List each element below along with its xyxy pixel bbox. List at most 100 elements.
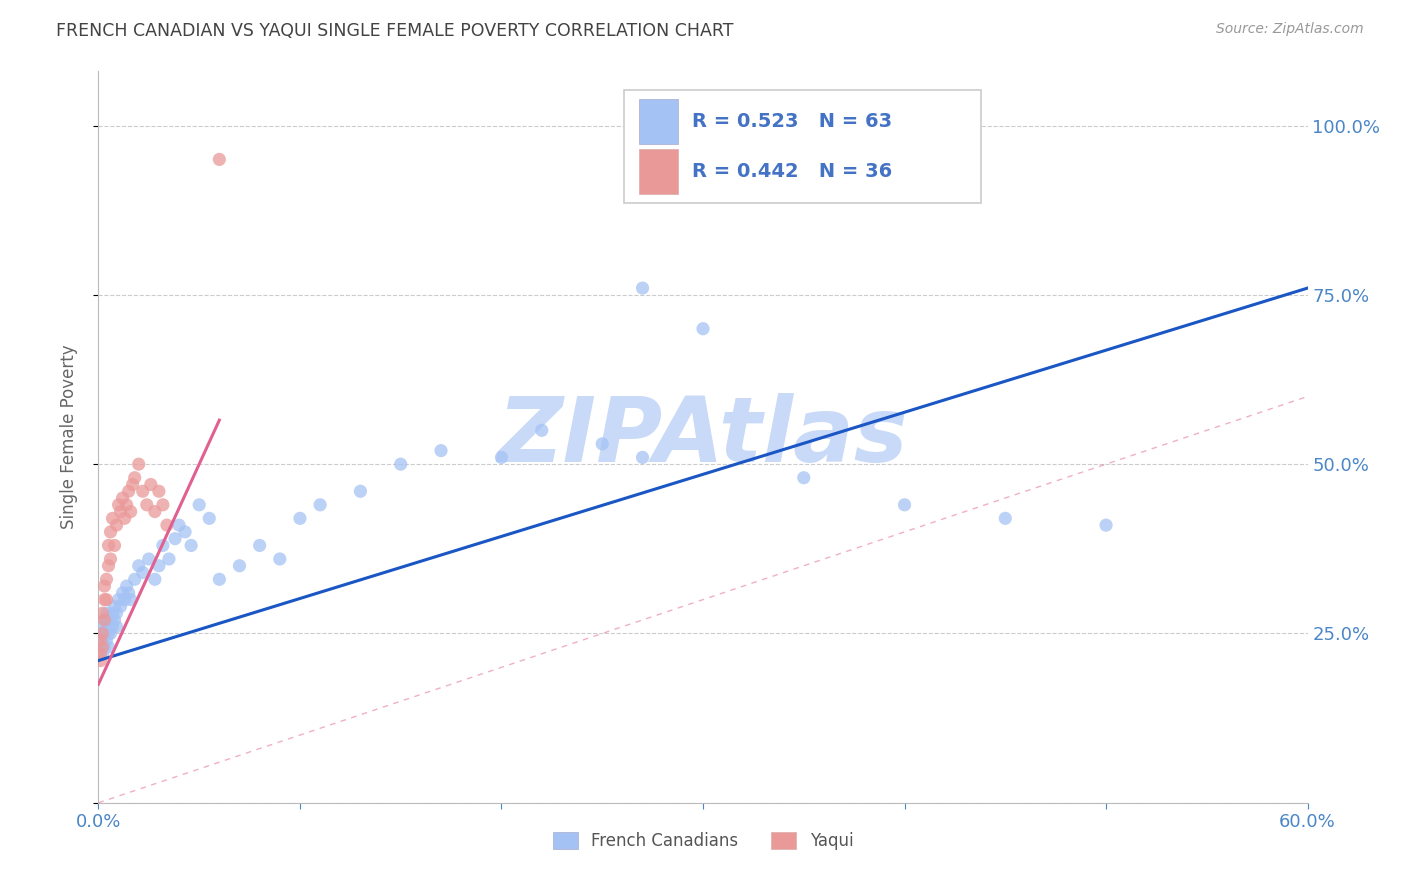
Point: [188, 498, 211, 512]
Point: [115, 579, 138, 593]
Text: Source: ZipAtlas.com: Source: ZipAtlas.com: [1216, 22, 1364, 37]
Point: [89, 640, 111, 654]
Point: [93, 613, 115, 627]
Point: [107, 498, 129, 512]
Point: [309, 498, 332, 512]
Point: [105, 620, 128, 634]
Point: [124, 572, 146, 586]
Point: [143, 572, 166, 586]
Point: [793, 471, 815, 485]
Point: [91, 647, 114, 661]
Point: [135, 498, 157, 512]
Point: [124, 471, 146, 485]
Point: [103, 538, 125, 552]
Point: [100, 524, 122, 539]
Point: [114, 592, 136, 607]
Point: [152, 498, 174, 512]
Point: [97, 626, 120, 640]
Point: [91, 620, 114, 634]
Point: [111, 586, 134, 600]
Text: ZIPAtlas: ZIPAtlas: [498, 393, 908, 481]
Point: [530, 423, 553, 437]
Point: [631, 450, 654, 465]
Point: [148, 558, 170, 573]
Point: [120, 592, 142, 607]
Point: [269, 552, 291, 566]
Point: [97, 558, 120, 573]
Point: [208, 153, 231, 167]
Point: [93, 640, 115, 654]
Point: [89, 633, 111, 648]
Point: [115, 498, 138, 512]
Point: [174, 524, 197, 539]
Point: [167, 518, 190, 533]
Point: [89, 647, 111, 661]
Point: [101, 606, 124, 620]
Point: [128, 457, 150, 471]
Point: [591, 437, 613, 451]
Point: [208, 572, 231, 586]
Point: [288, 511, 311, 525]
Point: [96, 606, 118, 620]
Point: [100, 626, 122, 640]
FancyBboxPatch shape: [638, 99, 678, 145]
Point: [349, 484, 371, 499]
Point: [103, 599, 125, 614]
Point: [96, 620, 118, 634]
Point: [138, 552, 160, 566]
Point: [692, 322, 714, 336]
Point: [1095, 518, 1118, 533]
Point: [105, 606, 128, 620]
Point: [111, 491, 134, 505]
Point: [430, 443, 453, 458]
Point: [97, 640, 120, 654]
Point: [110, 599, 132, 614]
Point: [148, 484, 170, 499]
Point: [107, 592, 129, 607]
Point: [101, 620, 124, 634]
Point: [100, 552, 122, 566]
FancyBboxPatch shape: [638, 149, 678, 194]
Point: [228, 558, 250, 573]
Point: [180, 538, 202, 552]
Point: [89, 626, 111, 640]
Y-axis label: Single Female Poverty: Single Female Poverty: [59, 345, 77, 529]
Point: [91, 633, 114, 648]
Point: [128, 558, 150, 573]
Point: [101, 511, 124, 525]
Point: [389, 457, 412, 471]
Point: [121, 477, 143, 491]
Point: [110, 505, 132, 519]
Point: [631, 281, 654, 295]
Point: [91, 640, 114, 654]
Point: [152, 538, 174, 552]
Point: [96, 572, 118, 586]
Point: [89, 647, 111, 661]
Point: [249, 538, 271, 552]
Point: [994, 511, 1017, 525]
Point: [93, 592, 115, 607]
Point: [132, 484, 155, 499]
Point: [100, 613, 122, 627]
Point: [96, 592, 118, 607]
Point: [97, 538, 120, 552]
Text: FRENCH CANADIAN VS YAQUI SINGLE FEMALE POVERTY CORRELATION CHART: FRENCH CANADIAN VS YAQUI SINGLE FEMALE P…: [56, 22, 734, 40]
Point: [118, 484, 141, 499]
Point: [143, 505, 166, 519]
Point: [96, 633, 118, 648]
Point: [118, 586, 141, 600]
Point: [157, 552, 180, 566]
Text: R = 0.523   N = 63: R = 0.523 N = 63: [692, 112, 893, 131]
Point: [89, 654, 111, 668]
Text: R = 0.442   N = 36: R = 0.442 N = 36: [692, 161, 893, 181]
Point: [93, 579, 115, 593]
Point: [198, 511, 221, 525]
Point: [114, 511, 136, 525]
Point: [139, 477, 162, 491]
Point: [91, 606, 114, 620]
Point: [93, 613, 115, 627]
FancyBboxPatch shape: [624, 90, 981, 203]
Point: [120, 505, 142, 519]
Point: [132, 566, 155, 580]
Point: [893, 498, 915, 512]
